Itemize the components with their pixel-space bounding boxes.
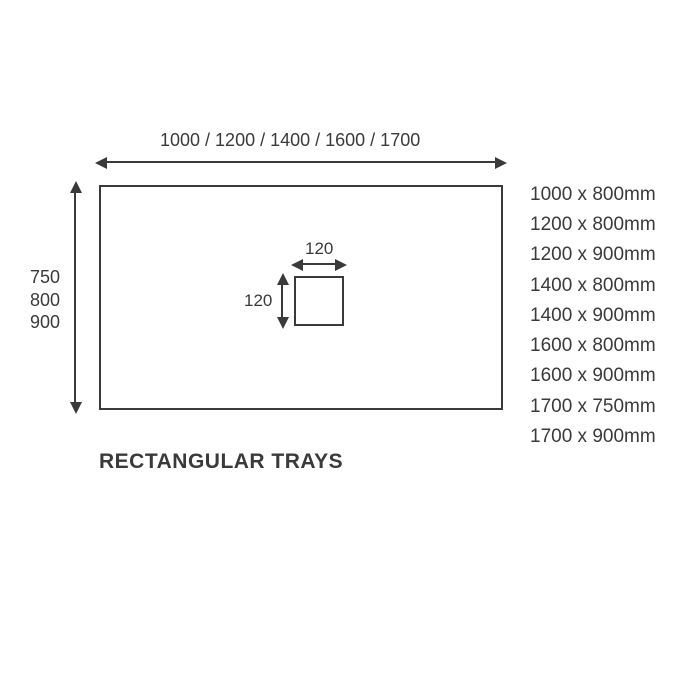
drain-width-line: [298, 263, 340, 265]
left-dim-750: 750: [30, 266, 60, 289]
size-option: 1600 x 800mm: [530, 333, 656, 359]
drain-height-label: 120: [244, 291, 272, 311]
size-option: 1200 x 900mm: [530, 242, 656, 268]
left-dim-900: 900: [30, 311, 60, 334]
diagram-canvas: 1000 / 1200 / 1400 / 1600 / 1700 750 800…: [0, 0, 700, 700]
size-option: 1700 x 750mm: [530, 394, 656, 420]
left-dimension-line: [74, 189, 76, 406]
size-option: 1400 x 800mm: [530, 273, 656, 299]
drain-width-label: 120: [305, 239, 333, 259]
size-option: 1200 x 800mm: [530, 212, 656, 238]
left-dimension-labels: 750 800 900: [30, 266, 60, 334]
size-option: 1600 x 900mm: [530, 363, 656, 389]
size-option: 1000 x 800mm: [530, 182, 656, 208]
diagram-title: RECTANGULAR TRAYS: [99, 450, 343, 474]
top-dimension-label: 1000 / 1200 / 1400 / 1600 / 1700: [160, 130, 420, 151]
size-option: 1700 x 900mm: [530, 424, 656, 450]
left-dim-800: 800: [30, 289, 60, 312]
top-dimension-line: [103, 161, 499, 163]
size-options-list: 1000 x 800mm 1200 x 800mm 1200 x 900mm 1…: [530, 182, 656, 454]
drain-square: [294, 276, 344, 326]
drain-height-line: [281, 280, 283, 322]
size-option: 1400 x 900mm: [530, 303, 656, 329]
